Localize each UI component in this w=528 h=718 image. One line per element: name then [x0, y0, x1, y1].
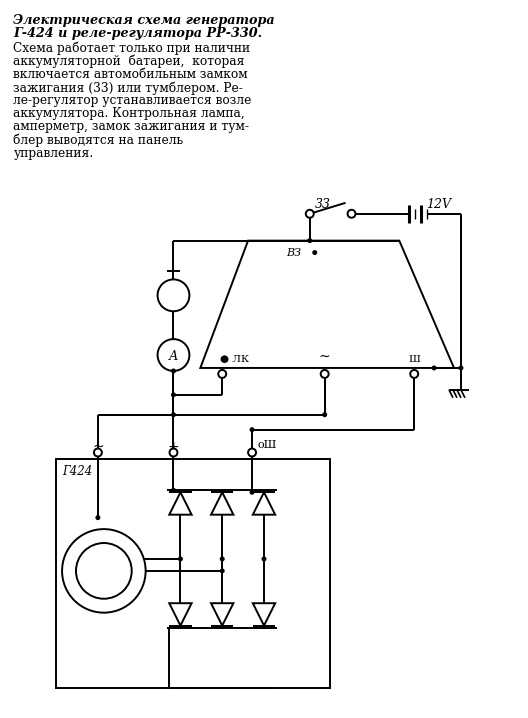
- Circle shape: [218, 370, 226, 378]
- Circle shape: [250, 490, 254, 495]
- Text: Ш: Ш: [408, 355, 420, 364]
- Circle shape: [250, 427, 254, 432]
- Text: ~: ~: [92, 439, 103, 454]
- Text: ВЗ: ВЗ: [286, 248, 301, 258]
- Text: управления.: управления.: [13, 146, 93, 159]
- Circle shape: [347, 210, 355, 218]
- Circle shape: [410, 370, 418, 378]
- Circle shape: [171, 368, 176, 373]
- Bar: [56, 460, 329, 689]
- Circle shape: [248, 449, 256, 457]
- Circle shape: [320, 370, 328, 378]
- Text: ● ЛК: ● ЛК: [220, 355, 249, 364]
- Circle shape: [261, 556, 267, 561]
- Circle shape: [157, 339, 190, 371]
- Circle shape: [171, 488, 176, 493]
- Text: Схема работает только при налични: Схема работает только при налични: [13, 42, 250, 55]
- Text: Г-424 и реле-регулятора РР-330.: Г-424 и реле-регулятора РР-330.: [13, 27, 262, 39]
- Circle shape: [307, 238, 312, 243]
- Text: оШ: оШ: [257, 439, 277, 449]
- Circle shape: [220, 556, 225, 561]
- Text: Г424: Г424: [62, 465, 92, 478]
- Text: амперметр, замок зажигания и тум-: амперметр, замок зажигания и тум-: [13, 121, 249, 134]
- Text: ~: ~: [319, 350, 331, 364]
- Circle shape: [62, 529, 146, 612]
- Text: аккумуляторной  батареи,  которая: аккумуляторной батареи, которая: [13, 55, 245, 68]
- Circle shape: [157, 279, 190, 311]
- Circle shape: [306, 210, 314, 218]
- Text: включается автомобильным замком: включается автомобильным замком: [13, 68, 248, 81]
- Text: 33: 33: [315, 198, 331, 211]
- Text: 12V: 12V: [427, 198, 451, 211]
- Circle shape: [312, 250, 317, 255]
- Circle shape: [431, 365, 437, 370]
- Text: зажигания (33) или тумблером. Ре-: зажигания (33) или тумблером. Ре-: [13, 81, 243, 95]
- Circle shape: [178, 556, 183, 561]
- Text: +: +: [168, 439, 180, 454]
- Circle shape: [96, 516, 100, 520]
- Circle shape: [322, 412, 327, 417]
- Circle shape: [220, 569, 225, 574]
- Text: аккумулятора. Контрольная лампа,: аккумулятора. Контрольная лампа,: [13, 107, 245, 121]
- Text: А: А: [169, 350, 178, 363]
- Circle shape: [169, 449, 177, 457]
- Circle shape: [458, 365, 464, 370]
- Circle shape: [171, 412, 176, 417]
- Circle shape: [76, 543, 131, 599]
- Circle shape: [171, 392, 176, 397]
- Text: блер выводятся на панель: блер выводятся на панель: [13, 134, 183, 147]
- Text: ле-регулятор устанавливается возле: ле-регулятор устанавливается возле: [13, 94, 252, 107]
- Circle shape: [94, 449, 102, 457]
- Text: Электрическая схема генератора: Электрическая схема генератора: [13, 14, 275, 27]
